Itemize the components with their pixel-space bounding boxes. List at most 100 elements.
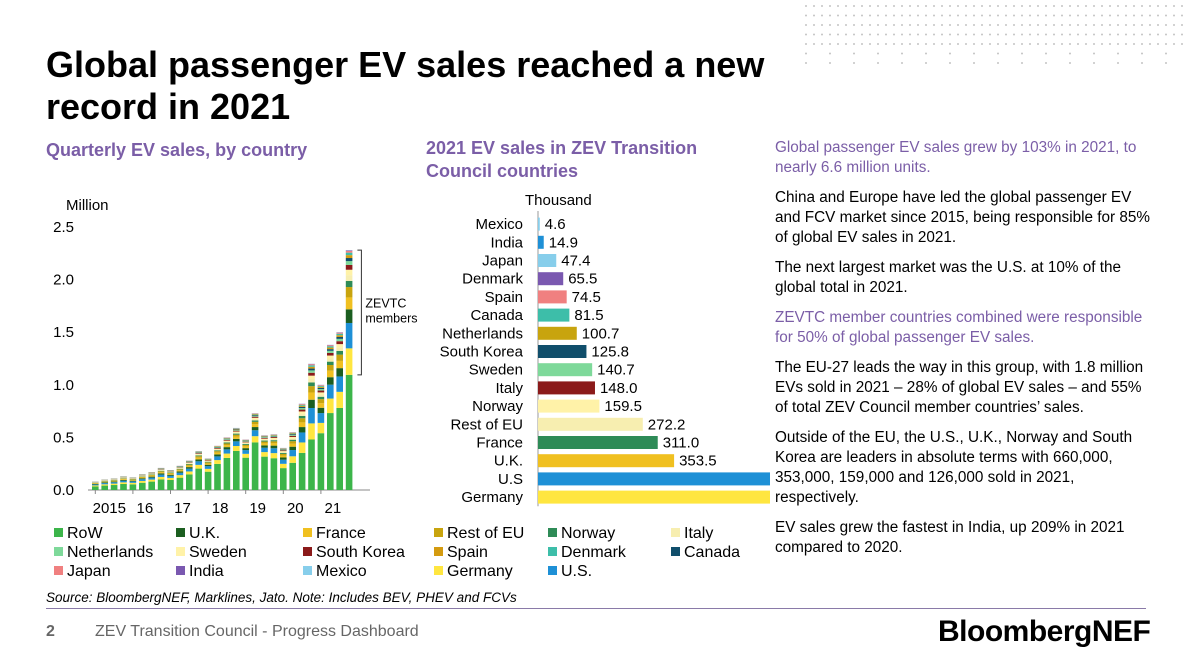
bar-segment <box>280 455 287 458</box>
pattern-dot <box>869 5 871 7</box>
pattern-dot <box>821 14 823 17</box>
legend-swatch <box>176 547 185 556</box>
pattern-dot <box>1165 52 1167 55</box>
pattern-dot <box>1061 43 1063 45</box>
legend-swatch <box>303 566 312 575</box>
pattern-dot <box>1029 14 1031 17</box>
bar-segment <box>308 372 315 376</box>
pattern-dot <box>1117 14 1119 17</box>
bar-segment <box>336 407 343 490</box>
bar-segment <box>345 252 353 256</box>
bar-segment <box>298 408 306 410</box>
bar-segment <box>280 451 287 453</box>
pattern-dot <box>821 5 823 7</box>
pattern-dot <box>941 5 943 7</box>
bar-segment <box>336 336 343 339</box>
bar-segment <box>317 385 325 386</box>
bar-segment <box>345 374 353 490</box>
bar-segment <box>345 250 353 251</box>
bar-segment <box>101 483 108 485</box>
pattern-dot <box>1029 24 1031 26</box>
pattern-dot <box>941 33 943 36</box>
pattern-dot <box>973 24 975 26</box>
bar-segment <box>223 438 231 440</box>
quarter-bar-stack <box>223 437 231 490</box>
quarter-bar-stack <box>289 432 296 490</box>
legend-label: Sweden <box>189 544 247 561</box>
pattern-dot <box>805 52 807 55</box>
pattern-dot <box>925 62 927 64</box>
legend-item: RoW <box>54 525 103 543</box>
pattern-dot <box>829 33 831 36</box>
bar-segment <box>298 411 306 414</box>
country-bar <box>538 272 564 286</box>
bloombergnef-logo: BloombergNEF <box>938 615 1151 648</box>
pattern-dot <box>1109 43 1111 45</box>
bar-segment <box>289 443 296 447</box>
bar-segment <box>186 471 193 475</box>
bar-segment <box>308 370 315 373</box>
x-tick-label: 18 <box>212 500 229 517</box>
quarter-bar-stack <box>204 458 212 490</box>
bar-segment <box>204 460 212 461</box>
pattern-dot <box>1053 14 1055 17</box>
bar-segment <box>139 482 146 490</box>
bar-segment <box>110 480 118 482</box>
bar-segment <box>261 436 268 438</box>
commentary-paragraph: Outside of the EU, the U.S., U.K., Norwa… <box>775 429 1133 506</box>
legend-label: RoW <box>67 525 103 542</box>
legend-label: Canada <box>684 544 741 561</box>
bar-segment <box>270 445 278 449</box>
bar-segment <box>167 475 174 478</box>
pattern-dot <box>1165 5 1167 7</box>
pattern-dot <box>917 43 919 45</box>
pattern-dot <box>1157 5 1159 7</box>
pattern-dot <box>1093 43 1095 45</box>
legend-swatch <box>54 547 63 556</box>
bracket-label-line: ZEVTC <box>365 297 406 311</box>
bar-segment <box>242 450 249 454</box>
bar-segment <box>298 422 306 428</box>
pattern-dot <box>997 14 999 17</box>
pattern-dot <box>1117 5 1119 7</box>
pattern-dot <box>1029 33 1031 36</box>
bar-segment <box>233 441 240 447</box>
pattern-dot <box>1181 5 1183 7</box>
bar-segment <box>251 436 259 443</box>
pattern-dot <box>1069 43 1071 45</box>
bar-value-label: 125.8 <box>591 344 629 361</box>
x-tick-label: 17 <box>174 500 191 517</box>
bar-segment <box>327 347 334 350</box>
bar-segment <box>195 464 202 469</box>
bar-segment <box>233 430 240 432</box>
bar-segment <box>204 471 212 490</box>
bar-segment <box>251 430 259 437</box>
bar-segment <box>251 420 259 422</box>
bar-value-label: 148.0 <box>600 380 638 397</box>
bar-segment <box>270 458 278 490</box>
bar-segment <box>317 396 325 400</box>
pattern-dot <box>1013 24 1015 26</box>
country-bar <box>538 490 770 504</box>
bar-value-label: 100.7 <box>582 325 620 342</box>
bar-segment <box>345 269 353 276</box>
pattern-dot <box>1069 62 1071 64</box>
pattern-dot <box>1045 5 1047 7</box>
pattern-dot <box>1101 5 1103 7</box>
bar-segment <box>289 439 296 442</box>
pattern-dot <box>1021 24 1023 26</box>
pattern-dot <box>997 5 999 7</box>
bar-segment <box>261 452 268 457</box>
pattern-dot <box>949 33 951 36</box>
x-tick-label: 2015 <box>93 500 126 517</box>
pattern-dot <box>1053 24 1055 26</box>
pattern-dot <box>917 33 919 36</box>
pattern-dot <box>1053 43 1055 45</box>
bar-segment <box>317 422 325 434</box>
legend-swatch <box>548 566 557 575</box>
bar-segment <box>298 452 306 490</box>
pattern-dot <box>845 43 847 45</box>
pattern-dot <box>989 14 991 17</box>
pattern-dot <box>1069 52 1071 55</box>
bar-segment <box>317 390 325 393</box>
